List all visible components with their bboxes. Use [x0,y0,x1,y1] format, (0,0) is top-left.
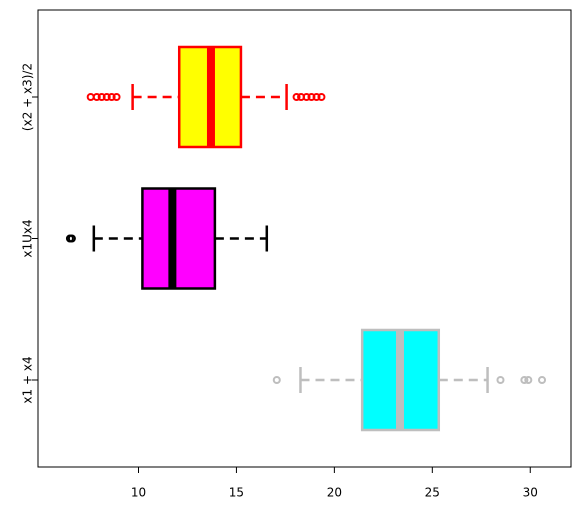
outlier [102,93,111,101]
outlier [317,93,326,101]
outlier [112,93,121,101]
outlier [520,376,529,384]
outlier [92,93,101,101]
x-tick-label: 20 [327,486,342,500]
x-tick-label: 25 [425,486,440,500]
outlier [496,376,505,384]
outlier [107,93,116,101]
outlier [538,376,547,384]
x-tick-label: 30 [523,486,538,500]
x-tick-label: 15 [229,486,244,500]
plot-frame [37,9,572,468]
outlier [292,93,301,101]
y-tick-label: x1 + x4 [21,356,35,403]
y-tick-label: (x2 + x3)/2 [21,63,35,131]
y-tick-label: x1Ux4 [21,219,35,257]
box [141,187,217,290]
outlier [67,234,76,243]
outlier [312,93,321,101]
outlier [272,376,281,384]
x-tick-label: 10 [131,486,146,500]
outlier [302,93,311,101]
outlier [524,376,533,384]
